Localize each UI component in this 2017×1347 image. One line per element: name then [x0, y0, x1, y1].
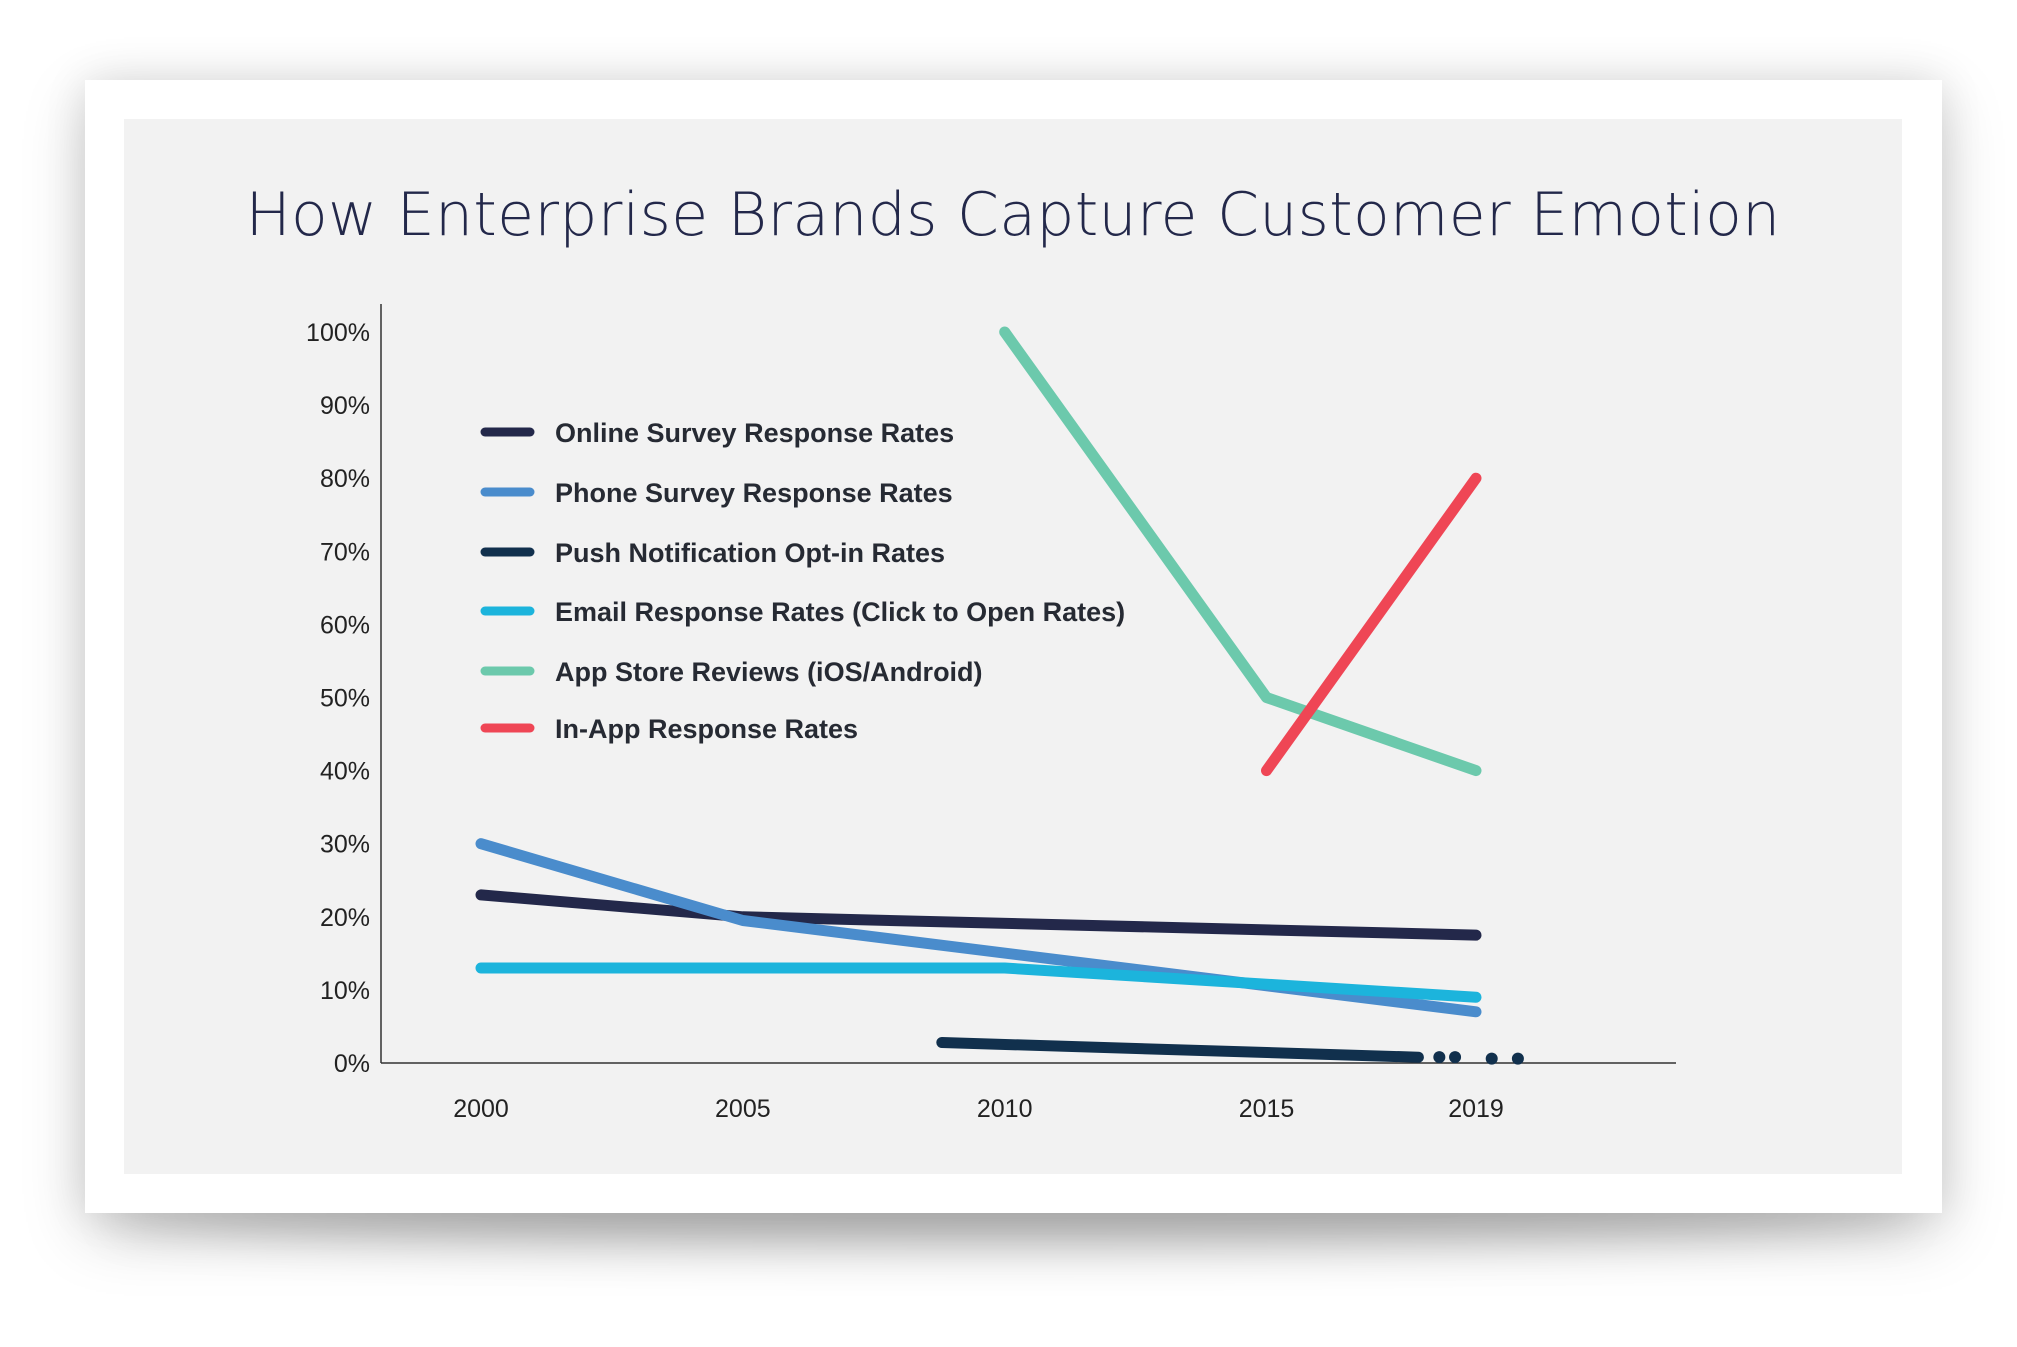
y-tick-label: 0% — [334, 1050, 370, 1078]
y-tick-label: 10% — [320, 977, 370, 1005]
legend-label: Email Response Rates (Click to Open Rate… — [555, 597, 1125, 627]
series-dot — [1433, 1051, 1445, 1063]
series-dot — [1512, 1053, 1524, 1065]
y-tick-label: 100% — [306, 319, 370, 347]
legend-label: Online Survey Response Rates — [555, 418, 954, 448]
x-tick-label: 2010 — [977, 1095, 1033, 1123]
y-tick-label: 70% — [320, 538, 370, 566]
y-tick-label: 60% — [320, 611, 370, 639]
series-dot — [1449, 1051, 1461, 1063]
legend-label: Phone Survey Response Rates — [555, 478, 953, 508]
y-tick-label: 50% — [320, 685, 370, 713]
series-dot — [1486, 1053, 1498, 1065]
legend: Online Survey Response Rates Phone Survey… — [485, 418, 1125, 744]
legend-label: App Store Reviews (iOS/Android) — [555, 657, 983, 687]
legend-label: Push Notification Opt-in Rates — [555, 538, 945, 568]
y-tick-label: 80% — [320, 465, 370, 493]
stage: How Enterprise Brands Capture Customer E… — [0, 0, 2017, 1347]
y-tick-label: 30% — [320, 831, 370, 859]
series-line-2 — [942, 1043, 1419, 1058]
x-tick-label: 2000 — [453, 1095, 509, 1123]
x-tick-label: 2019 — [1448, 1095, 1504, 1123]
y-tick-label: 40% — [320, 758, 370, 786]
series-line-4 — [1005, 332, 1476, 771]
series-line-0 — [481, 895, 1476, 935]
x-tick-label: 2015 — [1239, 1095, 1295, 1123]
legend-label: In-App Response Rates — [555, 714, 858, 744]
line-chart: 0% 10% 20% 30% 40% 50% 60% 70% 80% 90% 100% 2000 200… — [0, 0, 2017, 1347]
y-tick-label: 90% — [320, 392, 370, 420]
series-line-3 — [481, 968, 1476, 997]
y-tick-label: 20% — [320, 904, 370, 932]
x-tick-label: 2005 — [715, 1095, 771, 1123]
series-line-5 — [1267, 478, 1477, 770]
